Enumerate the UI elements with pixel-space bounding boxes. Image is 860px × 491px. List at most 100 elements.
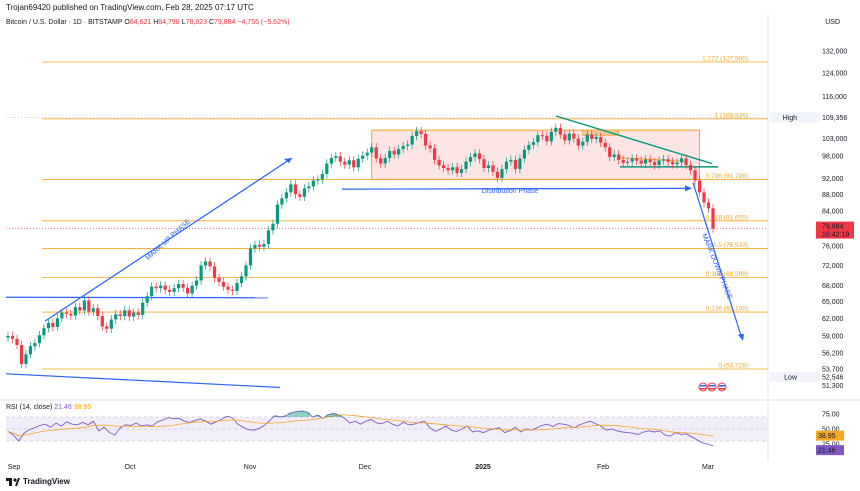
candle-body <box>248 248 253 266</box>
candle-body <box>365 152 369 156</box>
candle-body <box>657 160 661 166</box>
candle-body <box>203 261 208 266</box>
price-axis-tick: 124,000 <box>822 70 847 77</box>
candle-body <box>91 308 95 312</box>
candle-body <box>590 134 594 139</box>
price-axis-tick: 116,000 <box>822 94 847 101</box>
candle-body <box>316 179 320 181</box>
price-axis-tick: 62,000 <box>822 316 844 323</box>
candle-body <box>118 314 122 317</box>
rsi-axis-tick: 75.00 <box>822 412 840 419</box>
time-axis-label: Oct <box>125 464 136 471</box>
candle-body <box>482 159 486 168</box>
fib-level-label: 0.5 (75,533) <box>713 242 748 249</box>
candle-body <box>424 133 428 146</box>
candle-body <box>621 159 625 163</box>
rsi-overbought-fill <box>272 415 278 417</box>
high-badge-value: 109,356 <box>822 115 847 122</box>
fib-level-label: 1.272 (127,900) <box>702 55 748 62</box>
candle-body <box>37 335 42 344</box>
candle-body <box>298 194 302 197</box>
event-flag-stripe <box>700 385 706 387</box>
candle-body <box>428 145 432 149</box>
candle-body <box>239 276 244 284</box>
candle-body <box>603 142 607 148</box>
distribution-arrow-line <box>341 187 689 190</box>
rsi-overbought-fill <box>336 415 342 417</box>
candle-body <box>136 312 140 315</box>
last-price-value: 79,884 <box>822 224 844 231</box>
markup-resistance-line <box>5 296 269 299</box>
candle-body <box>406 144 410 146</box>
candle-body <box>347 160 351 165</box>
publisher-caption: Trojan69420 published on TradingView.com… <box>6 3 254 12</box>
price-axis-tick: 53,700 <box>822 367 844 374</box>
candle-body <box>374 147 378 159</box>
event-flag-icon <box>698 382 708 392</box>
candle-body <box>653 162 657 166</box>
candle-body <box>208 261 212 267</box>
candle-body <box>432 148 437 160</box>
fib-level-label: 0 (53,728) <box>718 362 748 369</box>
candle-body <box>477 153 482 160</box>
candle-body <box>338 156 342 162</box>
candle-body <box>132 312 136 317</box>
candle-body <box>55 318 59 327</box>
price-axis-tick: 88,000 <box>822 192 844 199</box>
candle-body <box>42 328 46 336</box>
candle-body <box>554 127 558 132</box>
rsi-badge-value: 21.46 <box>818 448 836 455</box>
markup-arrow-line <box>44 157 293 322</box>
rsi-overbought-fill <box>299 411 305 417</box>
high-badge-label: High <box>783 115 798 122</box>
rsi-overbought-fill <box>315 415 321 417</box>
fib-level-label: 0.382 (69,599) <box>706 271 748 278</box>
candle-body <box>33 343 37 347</box>
candle-body <box>19 344 24 364</box>
pennant-upper-line <box>619 157 687 162</box>
candle-body <box>325 163 329 175</box>
candle-body <box>639 160 643 164</box>
candle-body <box>361 155 365 159</box>
candle-body <box>684 158 688 166</box>
candle-body <box>491 165 495 172</box>
candle-body <box>513 159 518 170</box>
last-price-countdown: 16:42:19 <box>822 232 849 239</box>
rsi-line <box>7 410 714 447</box>
last-price-badge <box>816 221 854 239</box>
candle-body <box>271 223 275 231</box>
candle-body <box>262 243 266 247</box>
ohlc-low-label: L <box>181 19 186 26</box>
price-axis-tick: 59,000 <box>822 333 844 340</box>
candle-body <box>78 307 82 311</box>
time-axis-label: Sep <box>8 464 21 471</box>
tradingview-brand: TradingView <box>23 477 70 486</box>
price-axis-tick: 51,300 <box>822 383 844 390</box>
candle-body <box>383 158 387 164</box>
candle-body <box>415 131 419 136</box>
candle-body <box>504 161 509 170</box>
markdown-arrow-line <box>692 182 743 340</box>
candle-body <box>24 354 28 364</box>
tradingview-logo[interactable]: TradingView <box>6 477 70 486</box>
fib-level-label: 0.618 (81,655) <box>706 214 748 221</box>
candle-body <box>662 159 666 161</box>
candle-body <box>419 131 423 134</box>
candle-body <box>253 244 257 249</box>
candle-body <box>522 149 527 159</box>
candle-body <box>212 266 217 278</box>
ohlc-open-label: O <box>124 19 130 26</box>
candle-body <box>168 289 172 292</box>
currency-label: USD <box>825 19 840 26</box>
candle-body <box>401 145 405 150</box>
candle-body <box>585 134 589 142</box>
candle-body <box>594 136 598 139</box>
candle-body <box>275 204 280 224</box>
low-badge-bg <box>770 371 820 382</box>
event-flag-stripe <box>700 388 706 390</box>
candle-body <box>567 133 571 141</box>
candle-body <box>441 165 446 168</box>
candle-body <box>379 158 383 164</box>
candle-body <box>257 244 262 247</box>
